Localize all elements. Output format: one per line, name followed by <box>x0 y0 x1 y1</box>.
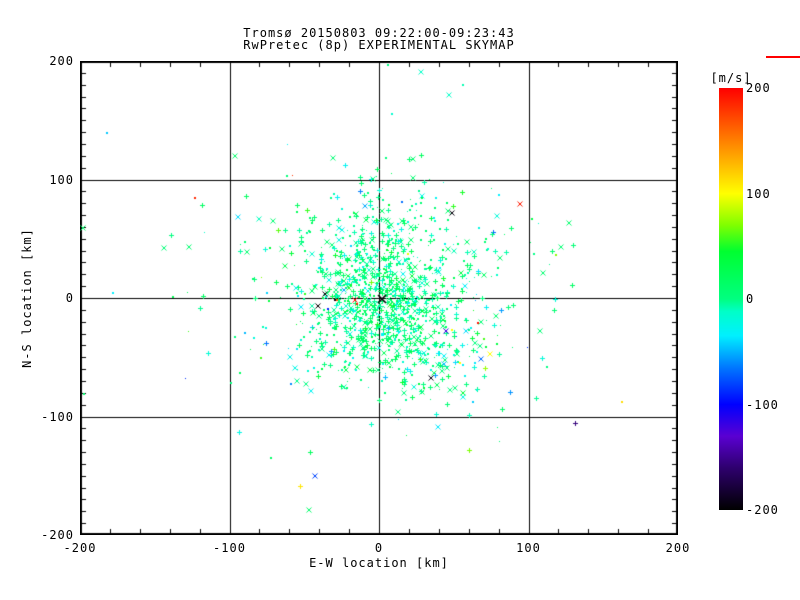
figure-title: Tromsø 20150803 09:22:00-09:23:43 <box>243 26 515 40</box>
colorbar-tick-label: 100 <box>746 186 771 201</box>
x-tick-label: 100 <box>516 541 541 555</box>
top-right-red-line <box>766 56 800 58</box>
x-tick-label: 0 <box>374 541 384 555</box>
x-axis-label: E-W location [km] <box>309 556 449 570</box>
colorbar-gradient <box>719 88 743 510</box>
y-tick-label: -100 <box>41 409 74 424</box>
figure-subtitle: RwPretec (8p) EXPERIMENTAL SKYMAP <box>243 38 515 52</box>
x-tick-label: 200 <box>665 541 691 555</box>
colorbar-tick-label: -100 <box>746 397 779 412</box>
colorbar-tick-label: -200 <box>746 503 779 517</box>
y-tick-label: -200 <box>41 528 74 542</box>
colorbar-tick-label: 200 <box>746 81 771 95</box>
colorbar-tick-label: 0 <box>746 292 755 306</box>
y-tick-label: 200 <box>49 54 74 68</box>
y-tick-label: 100 <box>49 172 74 187</box>
skymap-plot-canvas <box>80 61 678 535</box>
y-axis-label: N-S location [km] <box>20 228 34 368</box>
colorbar-unit-label: [m/s] <box>710 71 752 85</box>
x-tick-label: -100 <box>213 541 246 555</box>
x-tick-label: -200 <box>63 541 97 555</box>
y-tick-label: 0 <box>65 291 74 305</box>
